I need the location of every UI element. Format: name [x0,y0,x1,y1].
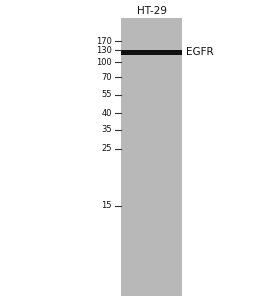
Text: EGFR: EGFR [186,46,214,57]
Text: 170: 170 [96,37,112,46]
Text: 40: 40 [101,109,112,118]
Text: 15: 15 [101,201,112,210]
Bar [121,18,182,296]
Text: 35: 35 [101,125,112,134]
Text: 70: 70 [101,73,112,82]
Text: 100: 100 [96,58,112,67]
Text: 25: 25 [101,144,112,153]
Text: HT-29: HT-29 [137,6,167,16]
Text: 55: 55 [101,90,112,99]
Text: 130: 130 [96,46,112,55]
Bar [121,50,182,55]
